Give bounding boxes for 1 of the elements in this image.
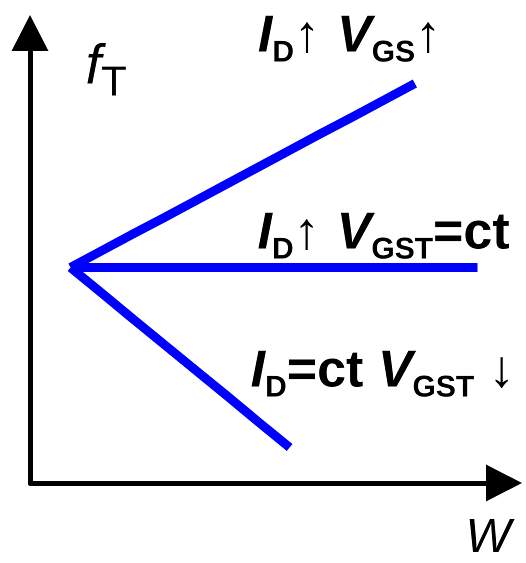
- x-axis-title: W: [466, 510, 516, 563]
